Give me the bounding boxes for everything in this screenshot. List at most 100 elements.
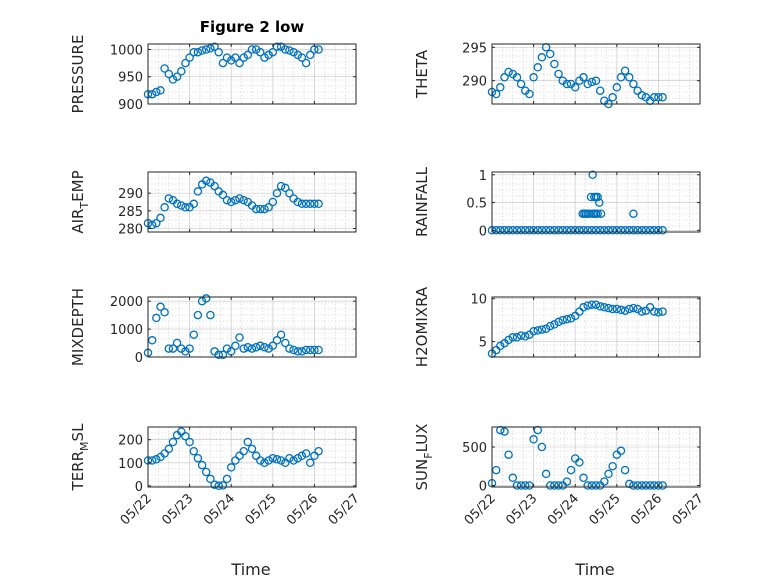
data-point [591, 226, 601, 235]
data-point [575, 226, 584, 235]
data-point [164, 444, 174, 454]
data-point [583, 301, 592, 310]
data-point [545, 481, 555, 490]
axes-box [147, 43, 357, 105]
data-point [658, 307, 667, 316]
data-point [579, 473, 588, 483]
data-point [156, 213, 165, 223]
data-point [658, 481, 667, 490]
data-point [504, 67, 513, 77]
y-axis-label: MIXDEPTH [69, 288, 87, 366]
data-point [608, 226, 617, 235]
data-point [218, 350, 228, 360]
data-point [301, 199, 311, 209]
data-point [301, 449, 311, 458]
data-point [243, 342, 253, 352]
data-point [633, 304, 642, 314]
data-point [504, 335, 513, 345]
data-point [285, 46, 294, 55]
y-label-part: AIR [69, 209, 87, 234]
data-point [231, 195, 240, 205]
data-point [588, 170, 597, 180]
data-point [566, 465, 576, 475]
data-point [554, 226, 563, 235]
data-point [160, 449, 169, 458]
data-point [239, 195, 248, 205]
data-point [152, 218, 161, 228]
x-tick-label: 05/25 [587, 491, 624, 528]
data-point [276, 456, 286, 465]
data-point [521, 332, 530, 341]
data-point [247, 444, 257, 454]
y-label-part: EMP [69, 170, 87, 201]
data-point [641, 481, 651, 490]
data-point [654, 93, 663, 102]
data-point [305, 50, 315, 60]
x-tick-label: 05/27 [670, 491, 707, 528]
data-point [218, 190, 228, 200]
data-point [649, 307, 659, 316]
x-tick-label: 05/22 [118, 491, 155, 528]
data-point [251, 342, 261, 352]
axes-box [491, 43, 701, 105]
data-point [550, 320, 559, 329]
data-point [297, 451, 307, 461]
data-point [210, 42, 219, 51]
data-point [620, 66, 630, 75]
data-point [193, 453, 203, 463]
data-point [276, 42, 286, 51]
data-point [587, 226, 597, 235]
data-point [512, 333, 522, 342]
data-point [600, 303, 609, 312]
y-label-subscript: F [422, 452, 435, 458]
data-point [562, 79, 572, 89]
data-point [314, 199, 323, 209]
data-point [206, 44, 215, 53]
data-point [231, 53, 240, 62]
subplot-1: 900 950 1000 PRESSURE Figure 2 low [69, 18, 357, 113]
data-point [591, 481, 601, 490]
y-tick-label: 280 [118, 222, 143, 237]
data-point [281, 45, 290, 54]
data-point [545, 49, 555, 59]
x-tick-label: 05/26 [284, 491, 321, 528]
y-tick-label: 100 [118, 457, 143, 472]
data-point [516, 481, 526, 490]
data-point [247, 344, 257, 353]
subplot-3: 280 285 290 AIRTEMP [69, 170, 357, 237]
data-point [591, 76, 601, 85]
data-point [649, 93, 659, 102]
data-point [562, 315, 572, 324]
data-point [285, 344, 294, 353]
data-point [297, 53, 307, 62]
data-point [658, 226, 667, 235]
x-tick-label: 05/23 [159, 491, 196, 528]
data-point [276, 181, 286, 191]
data-point [201, 467, 211, 477]
axes-box [491, 296, 701, 358]
chart-title: Figure 2 low [200, 18, 305, 36]
data-point [600, 477, 609, 486]
data-point [193, 187, 203, 196]
data-point [164, 194, 174, 203]
data-point [587, 77, 597, 87]
data-point [264, 50, 273, 60]
data-point [168, 344, 178, 353]
data-point [160, 203, 169, 212]
data-point [256, 456, 265, 465]
data-point [256, 204, 265, 214]
data-point [310, 451, 319, 461]
data-point [310, 199, 319, 209]
data-point [496, 341, 505, 351]
y-tick-label: 900 [118, 98, 143, 113]
y-label-part: LUX [413, 424, 431, 453]
y-label-part: SL [69, 423, 87, 442]
data-point [645, 226, 655, 235]
data-point [189, 47, 199, 57]
data-point [293, 197, 303, 207]
data-point [314, 345, 323, 355]
data-point [508, 226, 518, 235]
data-point [645, 481, 655, 490]
data-point [235, 333, 244, 342]
